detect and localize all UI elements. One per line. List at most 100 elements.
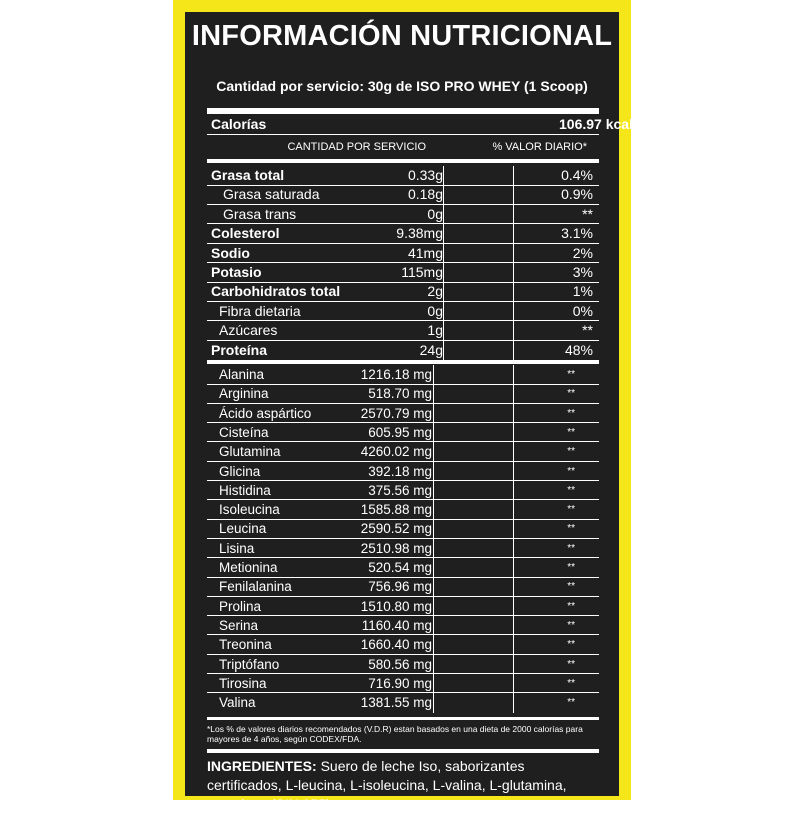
column-separator xyxy=(433,673,434,694)
column-separator xyxy=(513,577,514,597)
nutrient-amount: 1g xyxy=(427,322,443,339)
amino-acid-row: Fenilalanina 756.96 mg ** xyxy=(207,577,599,597)
amino-acid-row: Glutamina 4260.02 mg ** xyxy=(207,442,599,462)
column-separator xyxy=(433,596,434,617)
column-separator xyxy=(433,693,434,713)
column-separator xyxy=(513,442,514,462)
nutrient-name: Potasio xyxy=(211,264,262,280)
row-divider xyxy=(207,262,599,264)
column-separator xyxy=(513,500,514,520)
amino-acid-daily-value: ** xyxy=(567,562,575,573)
column-separator xyxy=(443,321,444,341)
nutrient-name: Grasa trans xyxy=(223,205,297,222)
column-separator xyxy=(433,538,434,559)
amino-acid-amount: 1510.80 mg xyxy=(360,598,432,614)
column-separator xyxy=(443,301,444,322)
row-divider xyxy=(207,595,599,597)
amino-acid-daily-value: ** xyxy=(567,639,575,651)
amino-acid-amount: 1585.88 mg xyxy=(360,502,432,518)
nutrient-amount: 9.38mg xyxy=(396,225,443,242)
column-separator xyxy=(513,282,514,302)
amino-acid-daily-value: ** xyxy=(567,388,575,400)
nutrient-row: Grasa saturada 0.18g 0.9% xyxy=(207,185,599,205)
row-divider xyxy=(207,518,599,520)
column-separator xyxy=(433,461,434,481)
amino-acid-row: Serina 1160.40 mg ** xyxy=(207,615,599,636)
amino-acid-daily-value: ** xyxy=(567,369,575,380)
amino-acid-name: Glutamina xyxy=(219,444,281,460)
amino-acid-amount: 392.18 mg xyxy=(368,463,432,479)
column-separator xyxy=(443,243,444,264)
nutrient-name: Proteína xyxy=(211,341,268,358)
amino-acid-amount: 520.54 mg xyxy=(368,560,432,575)
amino-acid-name: Cisteína xyxy=(219,424,269,440)
nutrient-amount: 41mg xyxy=(407,244,443,261)
row-divider xyxy=(207,480,599,481)
amino-acid-daily-value: ** xyxy=(567,407,575,419)
amino-acid-amount: 756.96 mg xyxy=(368,579,432,595)
amino-acid-amount: 2590.52 mg xyxy=(360,521,432,537)
amino-acid-row: Tirosina 716.90 mg ** xyxy=(207,673,599,694)
column-separator xyxy=(443,282,444,302)
column-separator xyxy=(443,166,444,186)
amino-acid-daily-value: ** xyxy=(567,542,575,554)
nutrient-daily-value: 3.1% xyxy=(561,225,593,242)
thick-divider-protein xyxy=(207,360,599,364)
amino-acid-name: Arginina xyxy=(219,386,269,402)
amino-acid-name: Fenilalanina xyxy=(219,579,292,595)
nutrient-name: Azúcares xyxy=(219,322,278,339)
nutrient-amount: 0g xyxy=(427,302,443,319)
amino-acid-amount: 1160.40 mg xyxy=(361,617,432,633)
column-separator xyxy=(433,422,434,443)
row-divider xyxy=(207,281,599,283)
serving-size: Cantidad por servicio: 30g de ISO PRO WH… xyxy=(216,78,588,94)
column-separator xyxy=(433,635,434,655)
nutrient-row: Colesterol 9.38mg 3.1% xyxy=(207,224,599,244)
nutrient-row: Fibra dietaria 0g 0% xyxy=(207,301,599,322)
row-divider xyxy=(207,383,599,385)
column-separator xyxy=(443,204,444,225)
row-divider xyxy=(207,537,599,539)
calories-value: 106.97 kcal xyxy=(559,116,633,132)
amino-acid-name: Treonina xyxy=(219,637,272,653)
nutrient-amount: 2g xyxy=(427,283,443,300)
column-separator xyxy=(513,635,514,655)
row-divider xyxy=(207,499,599,501)
nutrient-name: Grasa total xyxy=(211,167,285,183)
amino-acid-amount: 518.70 mg xyxy=(368,386,432,402)
nutrient-row: Potasio 115mg 3% xyxy=(207,263,599,283)
nutrient-row: Grasa total 0.33g 0.4% xyxy=(207,166,599,186)
column-separator xyxy=(513,321,514,341)
nutrient-row: Carbohidratos total 2g 1% xyxy=(207,282,599,302)
amino-acid-amount: 716.90 mg xyxy=(368,675,432,691)
column-separator xyxy=(433,500,434,520)
column-separator xyxy=(513,185,514,205)
amino-acid-name: Metionina xyxy=(219,560,278,575)
column-separator xyxy=(433,480,434,501)
column-separator xyxy=(513,301,514,322)
nutrient-row: Azúcares 1g ** xyxy=(207,321,599,341)
column-separator xyxy=(513,403,514,424)
nutrient-daily-value: 2% xyxy=(572,244,593,261)
row-divider xyxy=(207,242,599,244)
column-separator xyxy=(513,519,514,539)
nutrient-amount: 24g xyxy=(419,341,443,358)
amino-acid-row: Triptófano 580.56 mg ** xyxy=(207,654,599,674)
amino-acid-daily-value: ** xyxy=(567,581,575,593)
amino-acid-amount: 1381.55 mg xyxy=(360,695,432,711)
column-separator xyxy=(513,480,514,501)
row-divider xyxy=(207,673,599,674)
nutrient-daily-value: 3% xyxy=(572,264,593,280)
amino-acid-name: Alanina xyxy=(219,367,265,382)
nutrient-daily-value: ** xyxy=(582,322,593,339)
amino-acid-daily-value: ** xyxy=(567,484,575,496)
amino-acid-amount: 2570.79 mg xyxy=(360,405,432,421)
column-separator xyxy=(513,224,514,244)
column-separator xyxy=(513,538,514,559)
thick-divider-footnote xyxy=(207,749,599,753)
column-separator xyxy=(513,166,514,186)
ingredients-label: INGREDIENTES: xyxy=(207,758,317,774)
amino-acid-daily-value: ** xyxy=(567,677,575,689)
row-divider xyxy=(207,441,599,443)
column-separator xyxy=(513,204,514,225)
